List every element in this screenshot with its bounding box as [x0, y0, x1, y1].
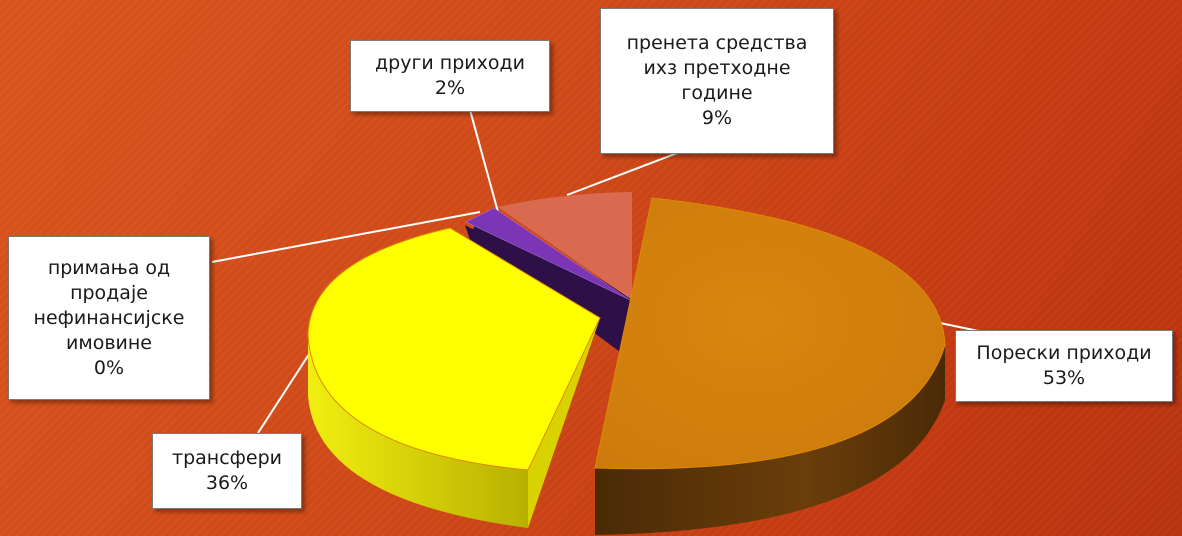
- slice-poreski: [594, 197, 946, 535]
- label-transferi-percent: 36%: [205, 472, 249, 494]
- label-poreski-name: Порески приходи: [976, 342, 1152, 364]
- label-poreski: Порески приходи 53%: [955, 330, 1173, 402]
- label-preneta-percent: 9%: [701, 107, 733, 129]
- slice-preneta: [498, 192, 632, 300]
- label-primanja-line-4: имовине: [66, 331, 152, 354]
- leader-line-preneta: [566, 151, 681, 196]
- label-transferi: трансфери 36%: [152, 433, 302, 509]
- label-transferi-name: трансфери: [172, 447, 282, 469]
- label-preneta-line-1: пренета средства: [626, 32, 808, 54]
- label-preneta-line-3: године: [681, 82, 753, 104]
- label-primanja-percent: 0%: [93, 356, 125, 379]
- label-primanja: примања од продаје нефинансијске имовине…: [8, 236, 210, 400]
- label-primanja-line-1: примања од: [47, 256, 171, 279]
- leader-line-drugi: [469, 109, 499, 213]
- leader-line-transferi: [257, 344, 316, 434]
- label-preneta: пренета средства ихз претходне године 9%: [600, 8, 834, 154]
- label-primanja-line-2: продаје: [70, 281, 148, 304]
- label-primanja-line-3: нефинансијске: [33, 306, 185, 329]
- label-drugi-name: други приходи: [375, 52, 525, 74]
- label-drugi: други приходи 2%: [350, 40, 550, 112]
- label-drugi-percent: 2%: [434, 77, 466, 99]
- label-preneta-line-2: ихз претходне: [643, 57, 791, 79]
- leader-line-primanja: [211, 211, 481, 263]
- label-poreski-percent: 53%: [1042, 367, 1086, 389]
- slice-transferi: [307, 227, 601, 528]
- leader-lines: [211, 109, 989, 434]
